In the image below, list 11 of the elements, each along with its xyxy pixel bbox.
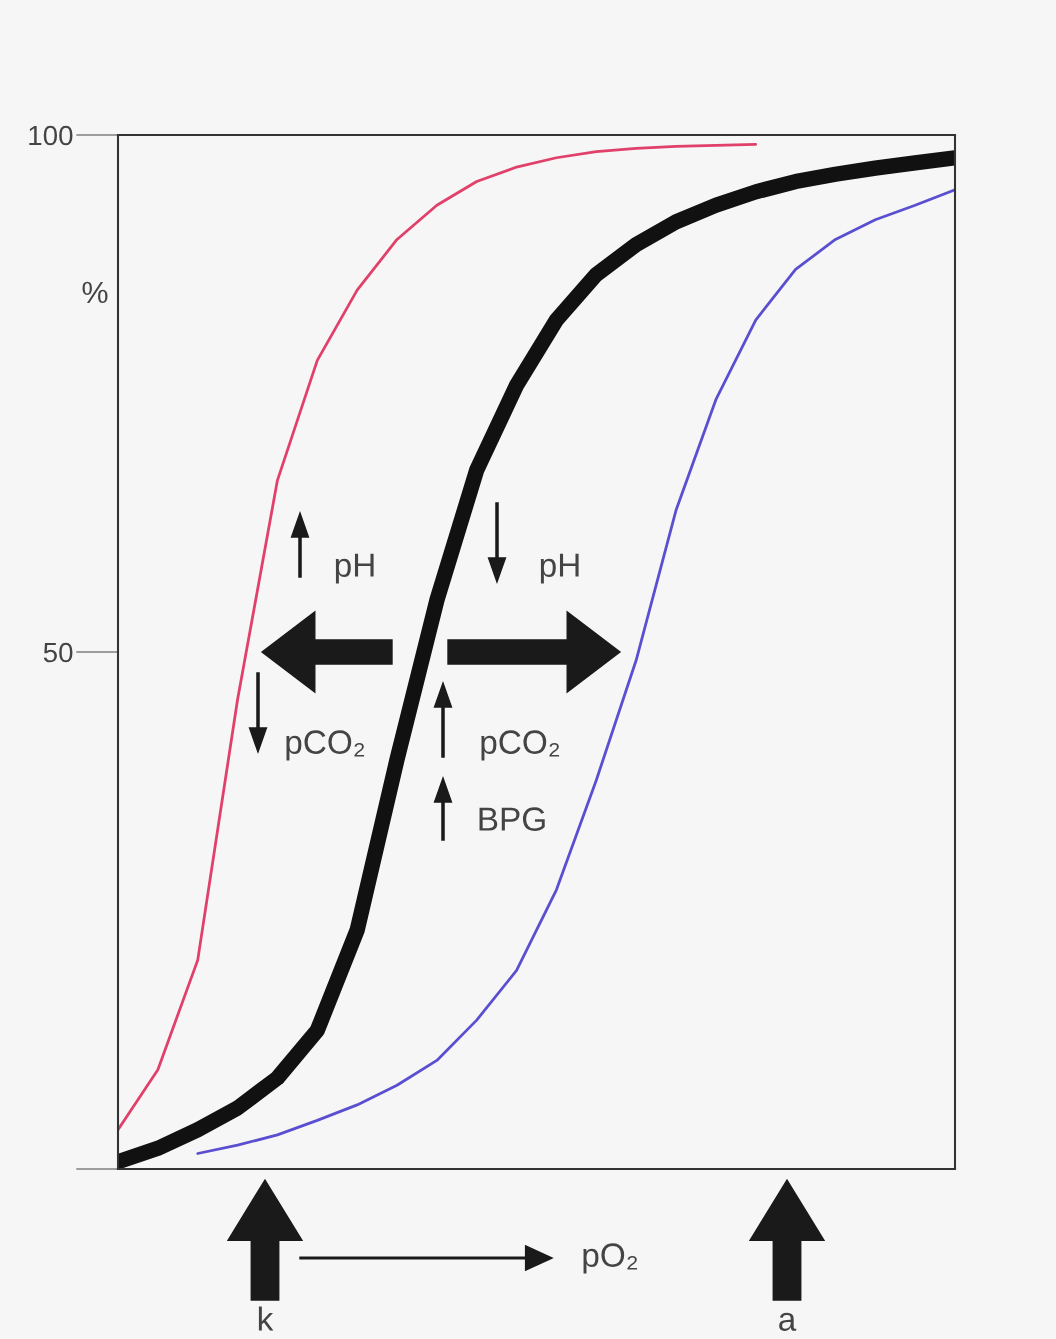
x-axis-title: pO₂: [583, 1243, 638, 1274]
annotation: pH: [335, 553, 374, 584]
y-tick-label: 50: [43, 642, 73, 663]
text: k: [258, 1306, 274, 1331]
annotation: BPG: [479, 807, 545, 831]
annotation: pCO₂: [481, 730, 560, 761]
y-tick-label: 100: [29, 125, 73, 146]
y-axis-title: %: [82, 281, 108, 304]
annotation: pCO₂: [286, 730, 365, 761]
annotation: pH: [540, 553, 579, 584]
text: a: [779, 1312, 797, 1331]
